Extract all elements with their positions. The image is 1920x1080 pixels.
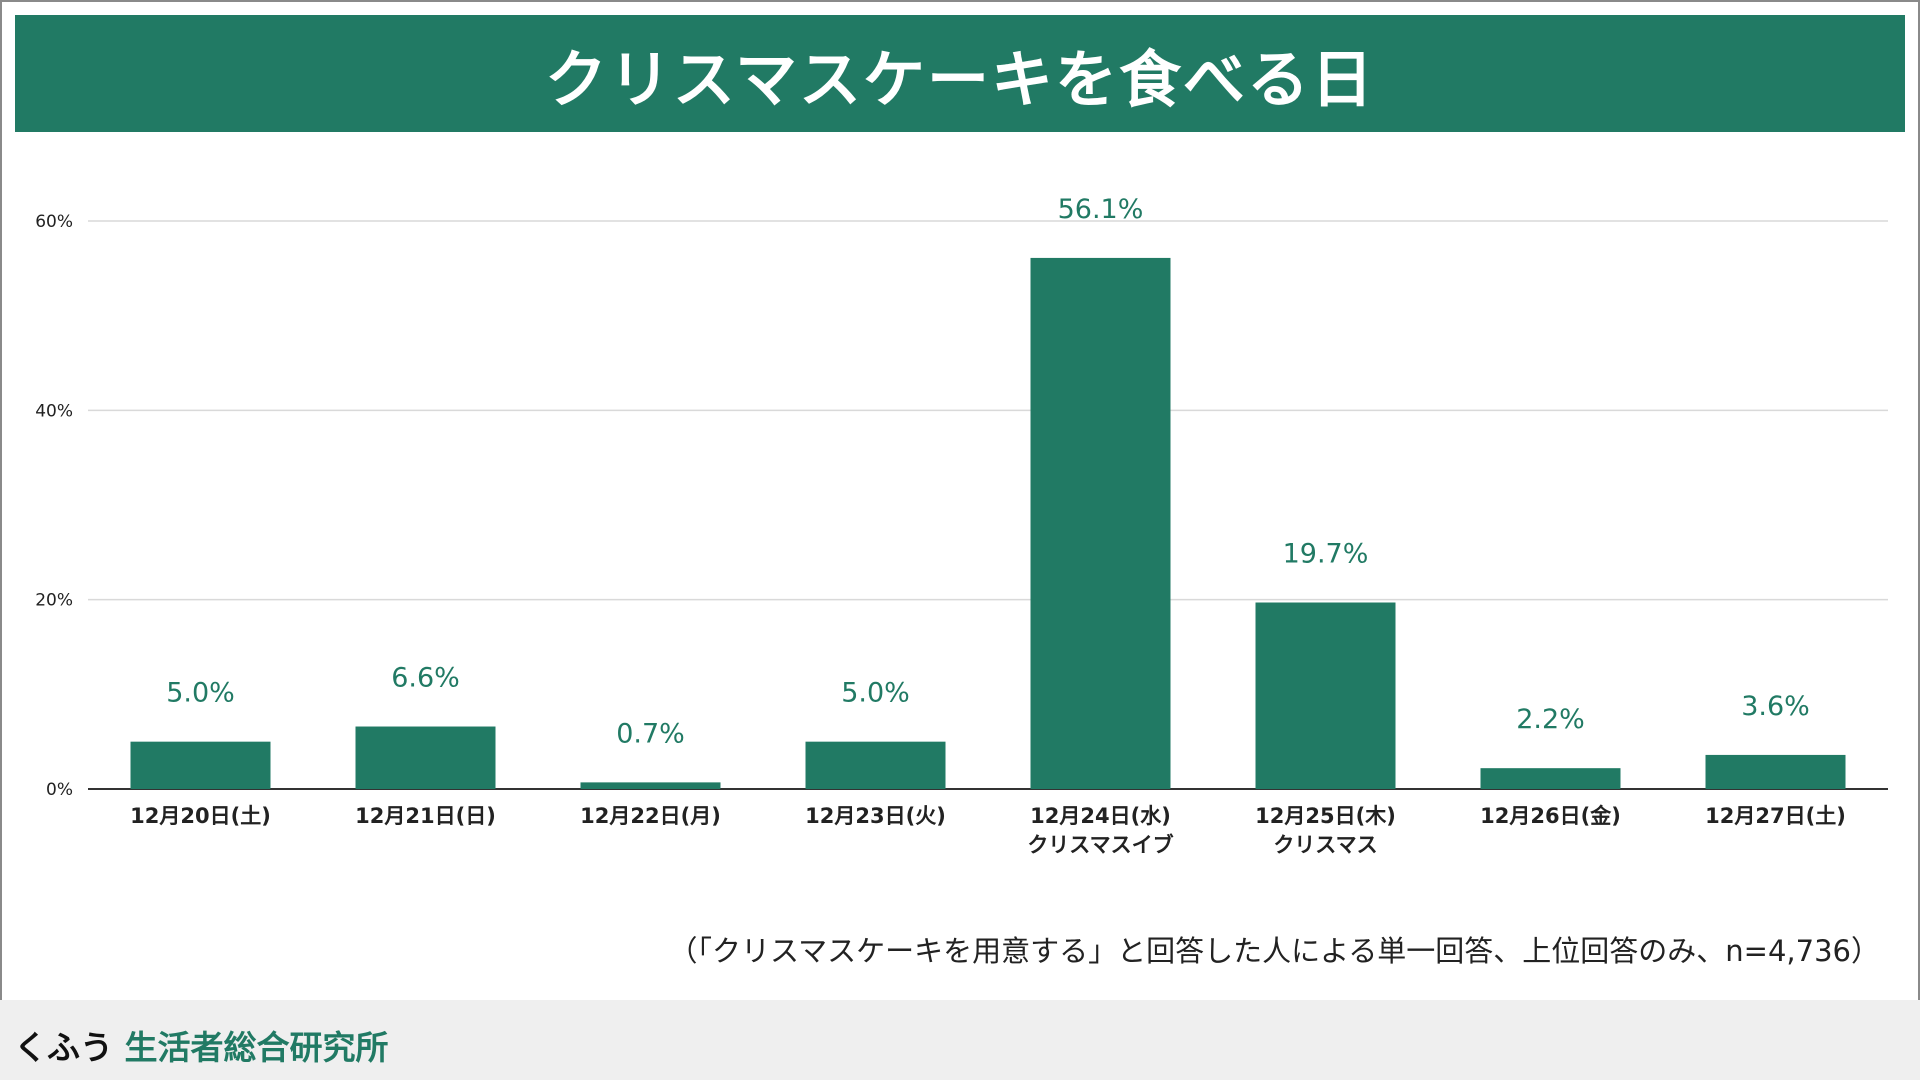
data-label: 2.2% <box>1516 704 1585 735</box>
x-tick-label: クリスマス <box>1273 833 1377 857</box>
data-label: 5.0% <box>166 678 235 709</box>
bar <box>805 741 946 789</box>
data-label: 5.0% <box>841 678 910 709</box>
x-tick-label: 12月21日(日) <box>355 804 496 828</box>
bar <box>355 726 496 789</box>
bar <box>1480 768 1621 789</box>
x-tick-label: 12月26日(金) <box>1480 804 1621 828</box>
data-label: 56.1% <box>1058 194 1144 225</box>
footer <box>0 1000 1920 1080</box>
bar-chart: 0% 20% 40% 60% 5.0% 12月20日(土) 6.6% 12月21日(日) 0.7… <box>35 194 1888 857</box>
y-tick-label: 40% <box>35 401 73 421</box>
data-label: 3.6% <box>1741 691 1810 722</box>
title-bar: クリスマスケーキを食べる日 <box>15 15 1905 132</box>
data-label: 19.7% <box>1283 539 1369 570</box>
x-tick-label: 12月22日(月) <box>580 804 721 828</box>
page-title: クリスマスケーキを食べる日 <box>544 42 1376 116</box>
bar <box>1705 754 1846 789</box>
bar <box>580 782 721 789</box>
x-tick-label: クリスマスイブ <box>1027 833 1173 857</box>
y-tick-label: 60% <box>35 212 73 232</box>
bar <box>1255 602 1396 789</box>
brand-name: 生活者総合研究所 <box>124 1028 389 1067</box>
data-label: 6.6% <box>391 663 460 694</box>
survey-note: （「クリスマスケーキを用意する」と回答した人による単一回答、上位回答のみ、n=4… <box>668 934 1880 968</box>
footer-brand: くふう 生活者総合研究所 <box>14 1021 389 1069</box>
y-tick-label: 0% <box>46 780 73 800</box>
y-tick-label: 20% <box>35 591 73 611</box>
x-tick-label: 12月25日(木) <box>1255 804 1396 828</box>
data-label: 0.7% <box>616 718 685 749</box>
x-tick-label: 12月23日(火) <box>805 804 946 828</box>
x-tick-label: 12月24日(水) <box>1030 804 1171 828</box>
x-tick-label: 12月20日(土) <box>130 804 271 828</box>
x-tick-label: 12月27日(土) <box>1705 804 1846 828</box>
brand-prefix: くふう <box>14 1028 113 1067</box>
bar <box>1030 257 1171 789</box>
bar <box>130 741 271 789</box>
